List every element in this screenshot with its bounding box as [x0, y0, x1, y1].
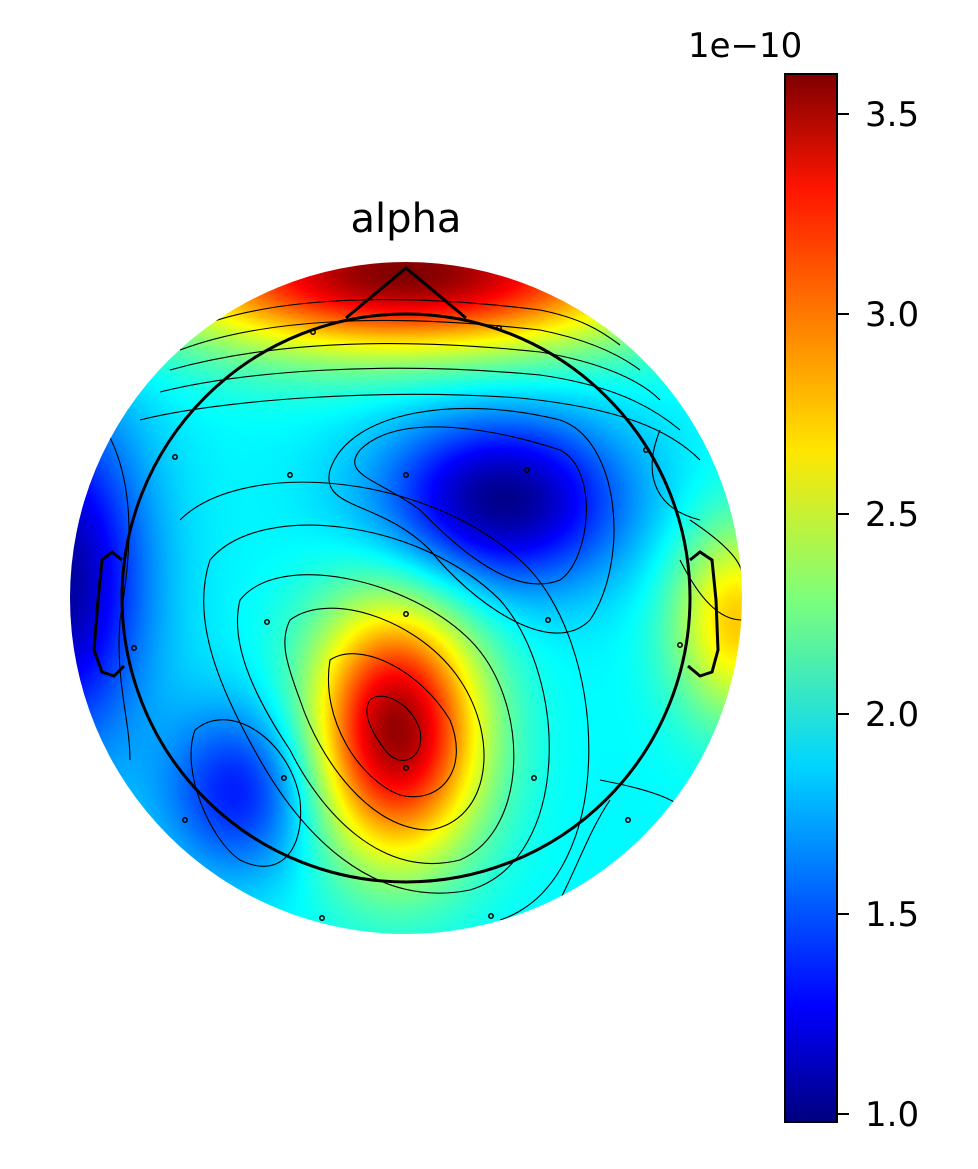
colorbar: 1.0 1.5 2.0 2.5 3.0 3.5: [784, 73, 919, 1135]
sensor-8: [264, 619, 270, 625]
sensor-1: [310, 329, 316, 335]
nose: [345, 266, 467, 320]
right-ear: [687, 550, 720, 678]
sensor-11: [131, 645, 137, 651]
head-outline: [92, 266, 720, 884]
colorbar-tick-label: 3.0: [865, 295, 919, 335]
sensor-3: [172, 454, 178, 460]
colorbar-exponent-label: 1e−10: [688, 26, 803, 66]
sensor-9: [403, 611, 409, 617]
colorbar-ticks: 1.0 1.5 2.0 2.5 3.0 3.5: [837, 95, 919, 1135]
sensor-5: [403, 472, 409, 478]
sensor-2: [496, 325, 502, 331]
sensor-14: [403, 765, 409, 771]
sensor-15: [531, 775, 537, 781]
colorbar-tick-label: 3.5: [865, 95, 919, 135]
topomap: [70, 262, 742, 934]
colorbar-gradient: [784, 73, 838, 1123]
sensor-16: [182, 817, 188, 823]
sensor-18: [319, 915, 325, 921]
sensor-markers: [131, 325, 683, 921]
sensor-10: [545, 617, 551, 623]
sensor-4: [287, 472, 293, 478]
colorbar-tick-label: 1.0: [865, 1095, 919, 1135]
sensor-13: [281, 775, 287, 781]
sensor-7: [643, 447, 649, 453]
colorbar-tick-label: 2.0: [865, 695, 919, 735]
head-circle: [120, 312, 692, 884]
sensor-17: [625, 817, 631, 823]
colorbar-tick-label: 2.5: [865, 495, 919, 535]
chart-title: alpha: [350, 196, 462, 242]
left-ear: [92, 550, 126, 678]
colorbar-tick-label: 1.5: [865, 895, 919, 935]
sensor-19: [488, 913, 494, 919]
sensor-12: [677, 642, 683, 648]
sensor-6: [524, 467, 530, 473]
